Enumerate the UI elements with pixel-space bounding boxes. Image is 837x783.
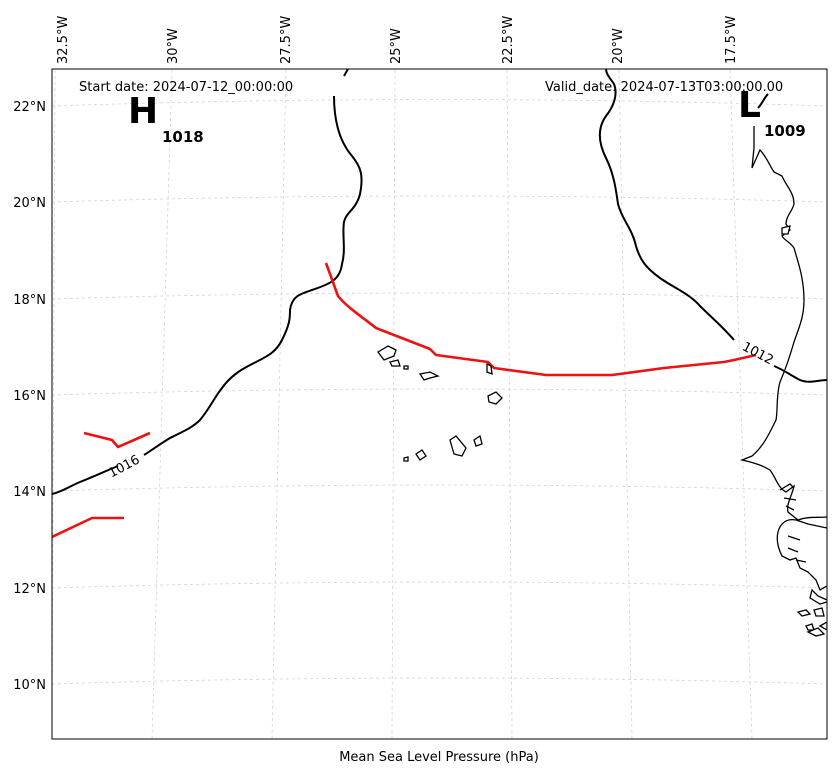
island-coast-b [813, 607, 825, 617]
island-coast-e [818, 621, 827, 631]
low-pressure-marker: L [738, 85, 761, 126]
start-date-label: Start date: 2024-07-12_00:00:00 [79, 80, 293, 95]
island-boa-vista [487, 391, 503, 405]
island-maio [473, 434, 483, 447]
graticule [52, 69, 827, 739]
lon-label-20w: 20°W [611, 28, 626, 64]
lat-label-22n: 22°N [13, 100, 46, 115]
island-santo-antao [377, 345, 397, 361]
isobar-1016-top [343, 69, 349, 77]
lat-label-16n: 16°N [13, 389, 46, 404]
valid-date-label: Valid_date: 2024-07-13T03:00:00.00 [545, 80, 783, 95]
plot-area [52, 69, 827, 739]
island-santa-luzia [403, 365, 409, 370]
coastline-africa-detail [779, 483, 807, 563]
lat-label-14n: 14°N [13, 485, 46, 500]
lon-label-17-5w: 17.5°W [724, 16, 739, 64]
front-west-upper [83, 431, 151, 449]
lat-label-18n: 18°N [13, 293, 46, 308]
lon-label-30w: 30°W [166, 28, 181, 64]
longitude-axis: 32.5°W 30°W 27.5°W 25°W 22.5°W 20°W 17.5… [56, 16, 739, 64]
island-fogo [415, 449, 427, 461]
high-pressure-value: 1018 [162, 128, 204, 146]
latitude-axis: 22°N 20°N 18°N 16°N 14°N 12°N 10°N [13, 100, 46, 693]
lon-label-27-5w: 27.5°W [279, 16, 294, 64]
front-west-lower [52, 516, 124, 539]
plot-frame [51, 68, 828, 740]
island-brava [403, 456, 409, 462]
map-caption: Mean Sea Level Pressure (hPa) [339, 750, 539, 765]
island-santiago [449, 435, 467, 457]
island-coast-d [806, 627, 826, 637]
isobar-low-top [757, 93, 769, 109]
low-pressure-value: 1009 [764, 122, 806, 140]
lat-label-10n: 10°N [13, 678, 46, 693]
lon-label-32-5w: 32.5°W [56, 16, 71, 64]
lat-label-12n: 12°N [13, 582, 46, 597]
isobar-1012 [599, 69, 827, 383]
isobar-1016 [52, 95, 363, 495]
lon-label-22-5w: 22.5°W [501, 16, 516, 64]
front-main [324, 262, 757, 377]
lon-label-25w: 25°W [389, 28, 404, 64]
island-sao-vicente [389, 359, 401, 367]
island-sal [486, 362, 493, 376]
island-coast-f [781, 225, 791, 235]
island-sao-nicolau [418, 371, 440, 381]
island-coast-a [796, 609, 812, 617]
lat-label-20n: 20°N [13, 196, 46, 211]
high-pressure-marker: H [128, 91, 158, 132]
